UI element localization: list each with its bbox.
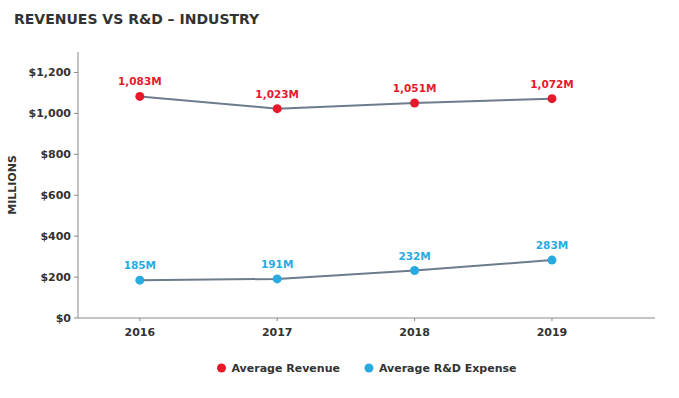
point <box>547 94 556 103</box>
point <box>273 104 282 113</box>
y-tick <box>74 154 78 155</box>
y-tick-label: $800 <box>40 148 71 161</box>
legend: Average Revenue Average R&D Expense <box>217 362 517 375</box>
y-tick-label: $1,000 <box>29 107 72 120</box>
point <box>135 276 144 285</box>
legend-marker <box>217 364 226 373</box>
data-label: 1,072M <box>530 78 574 90</box>
y-tick-label: $600 <box>40 189 71 202</box>
y-axis-line <box>78 52 79 318</box>
series-line <box>140 96 552 108</box>
x-tick-label: 2019 <box>537 326 568 339</box>
x-tick <box>551 318 552 321</box>
legend-label: Average Revenue <box>231 362 339 375</box>
legend-label: Average R&D Expense <box>379 362 517 375</box>
point <box>135 92 144 101</box>
point <box>273 274 282 283</box>
x-tick-label: 2016 <box>125 326 156 339</box>
series-line <box>140 260 552 280</box>
legend-marker <box>364 364 373 373</box>
data-label: 1,051M <box>393 82 437 94</box>
y-tick <box>74 318 78 319</box>
point <box>547 256 556 265</box>
y-tick-label: $1,200 <box>29 66 72 79</box>
point <box>410 98 419 107</box>
x-axis-line <box>78 318 655 319</box>
title: REVENUES VS R&D – INDUSTRY <box>14 11 260 27</box>
y-tick <box>74 113 78 114</box>
y-tick <box>74 195 78 196</box>
y-tick <box>74 236 78 237</box>
chart: REVENUES VS R&D – INDUSTRY MILLIONS $0 $200… <box>0 0 679 398</box>
y-tick <box>74 277 78 278</box>
x-tick <box>139 318 140 321</box>
data-label: 232M <box>398 250 430 262</box>
plot-area <box>135 92 556 285</box>
x-tick <box>277 318 278 321</box>
data-label: 283M <box>536 239 568 251</box>
data-label: 191M <box>261 258 293 270</box>
data-label: 1,023M <box>255 88 299 100</box>
x-tick-label: 2017 <box>262 326 293 339</box>
y-tick-label: $400 <box>40 230 71 243</box>
data-label: 185M <box>124 259 156 271</box>
y-axis-label: MILLIONS <box>6 155 19 215</box>
y-tick-label: $0 <box>56 312 72 325</box>
x-tick-label: 2018 <box>399 326 430 339</box>
y-tick <box>74 72 78 73</box>
x-tick <box>414 318 415 321</box>
data-label: 1,083M <box>118 75 162 87</box>
point <box>410 266 419 275</box>
y-tick-label: $200 <box>40 271 71 284</box>
